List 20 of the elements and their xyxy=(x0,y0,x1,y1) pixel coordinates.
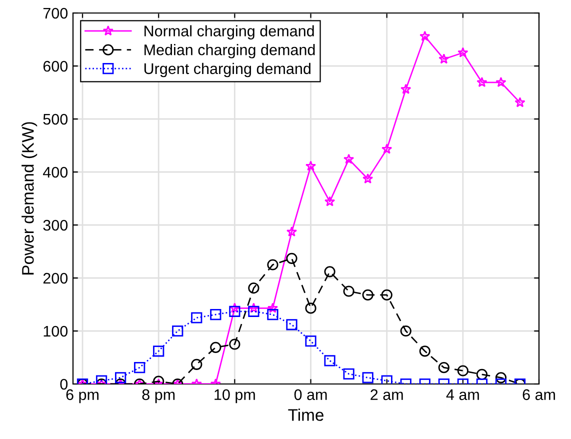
y-tick-label: 700 xyxy=(43,8,68,19)
y-tick-label: 300 xyxy=(43,220,68,231)
y-axis-title: Power demand (KW) xyxy=(22,122,38,274)
x-tick-label: 10 pm xyxy=(214,389,255,404)
legend-label: Median charging demand xyxy=(144,44,315,58)
y-tick-label: 0 xyxy=(60,378,68,390)
y-tick-label: 600 xyxy=(43,60,68,72)
y-tick-label: 400 xyxy=(43,166,68,178)
legend-label: Normal charging demand xyxy=(144,25,314,40)
x-tick-label: 6 am xyxy=(522,389,555,400)
x-tick-label: 4 am xyxy=(446,389,479,400)
x-tick-label: 0 am xyxy=(294,389,327,400)
y-tick-label: 100 xyxy=(44,326,68,337)
x-tick-label: 2 am xyxy=(370,389,403,400)
legend-label: Urgent charging demand xyxy=(144,62,310,78)
y-tick-label: 200 xyxy=(43,272,68,284)
x-tick-label: 6 pm xyxy=(66,389,98,404)
y-tick-label: 500 xyxy=(43,114,68,125)
x-tick-label: 8 pm xyxy=(142,389,175,404)
x-axis-title: Time xyxy=(288,408,324,421)
